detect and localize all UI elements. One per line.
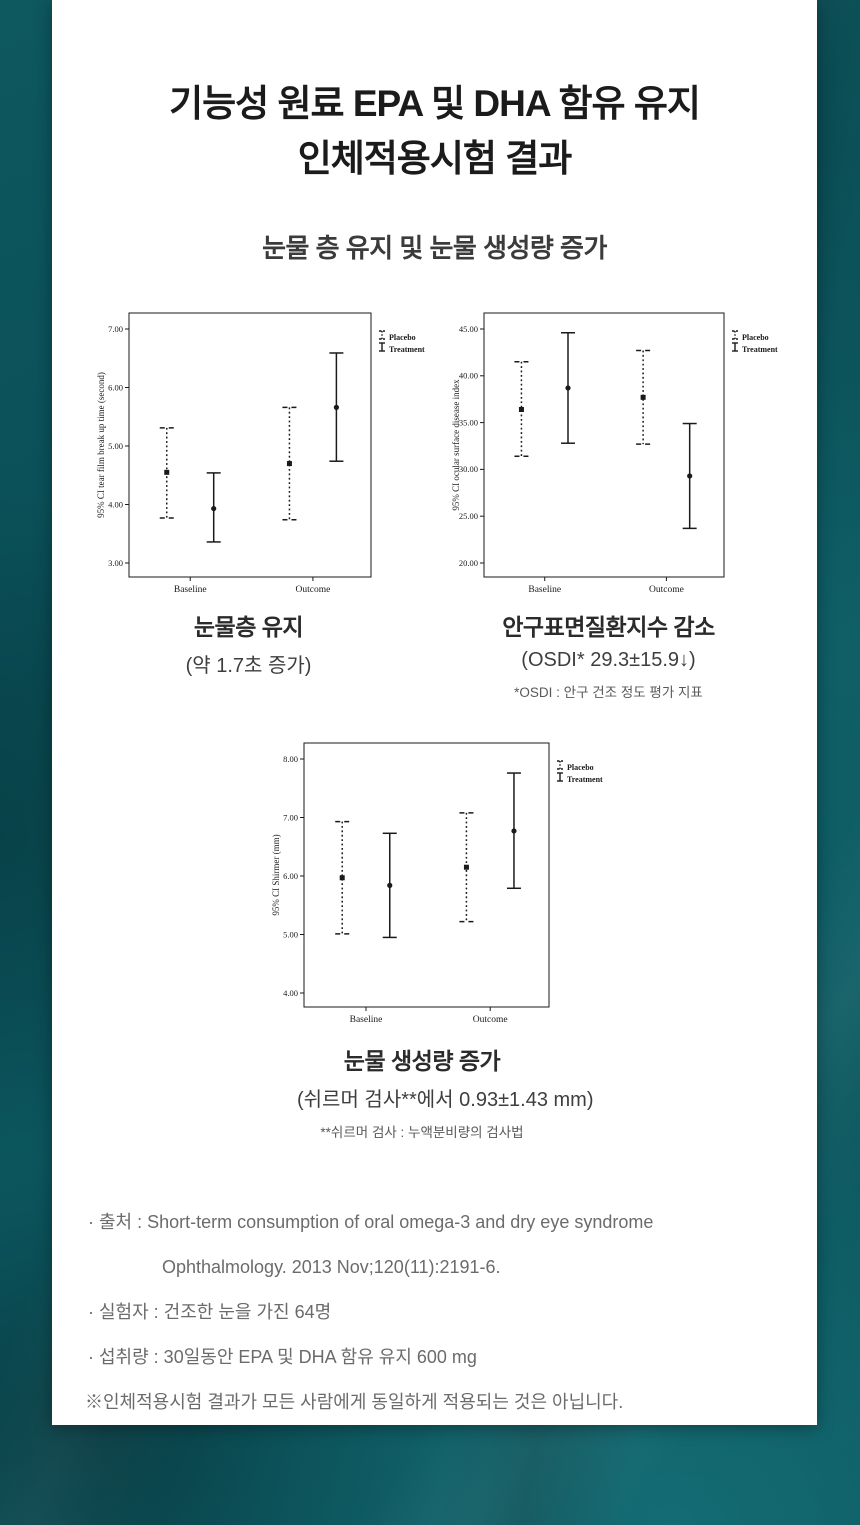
page-title-line-2: 인체적용시험 결과 bbox=[297, 138, 573, 179]
svg-text:95% CI tear film break up time: 95% CI tear film break up time (second) bbox=[96, 372, 106, 518]
note-source-line1: · 출처 : Short-term consumption of oral om… bbox=[88, 1212, 654, 1232]
svg-text:6.00: 6.00 bbox=[283, 871, 298, 881]
svg-text:5.00: 5.00 bbox=[283, 929, 298, 939]
svg-text:45.00: 45.00 bbox=[459, 324, 478, 334]
section-subtitle: 눈물 층 유지 및 눈물 생성량 증가 bbox=[262, 233, 607, 263]
svg-text:Treatment: Treatment bbox=[389, 345, 425, 354]
svg-text:35.00: 35.00 bbox=[459, 417, 478, 427]
svg-text:5.00: 5.00 bbox=[108, 441, 123, 451]
chart3-caption: 눈물 생성량 증가 (쉬르머 검사**에서 0.93±1.43 mm) **쉬르… bbox=[297, 1042, 594, 1141]
chart2-caption-title: 안구표면질환지수 감소 bbox=[502, 614, 715, 640]
content-card: 기능성 원료 EPA 및 DHA 함유 유지 인체적용시험 결과 눈물 층 유지… bbox=[52, 0, 817, 1425]
svg-text:30.00: 30.00 bbox=[459, 464, 478, 474]
chart1-caption-detail: (약 1.7초 증가) bbox=[185, 655, 312, 677]
svg-text:6.00: 6.00 bbox=[108, 382, 123, 392]
chart3-caption-footnote: **쉬르머 검사 : 누액분비량의 검사법 bbox=[320, 1125, 524, 1140]
chart2-caption-footnote: *OSDI : 안구 건조 정도 평가 지표 bbox=[514, 685, 703, 700]
svg-text:Baseline: Baseline bbox=[350, 1015, 383, 1025]
svg-text:7.00: 7.00 bbox=[283, 812, 298, 822]
chart3-caption-title: 눈물 생성량 증가 bbox=[343, 1048, 501, 1074]
svg-text:25.00: 25.00 bbox=[459, 511, 478, 521]
svg-text:95% CI Shirmer (mm): 95% CI Shirmer (mm) bbox=[271, 834, 281, 915]
svg-text:40.00: 40.00 bbox=[459, 371, 478, 381]
svg-text:8.00: 8.00 bbox=[283, 754, 298, 764]
note-disclaimer: ※인체적용시험 결과가 모든 사람에게 동일하게 적용되는 것은 아닙니다. bbox=[85, 1392, 624, 1412]
svg-text:Baseline: Baseline bbox=[174, 585, 207, 595]
svg-text:7.00: 7.00 bbox=[108, 324, 123, 334]
notes-section: · 출처 : Short-term consumption of oral om… bbox=[52, 1200, 817, 1425]
svg-text:Placebo: Placebo bbox=[389, 333, 416, 342]
svg-text:Outcome: Outcome bbox=[296, 585, 331, 595]
page-title: 기능성 원료 EPA 및 DHA 함유 유지 인체적용시험 결과 bbox=[52, 76, 817, 186]
chart1-caption: 눈물층 유지 (약 1.7초 증가) bbox=[127, 608, 370, 678]
chart-schirmer: 4.00 5.00 6.00 7.00 8.00 95% CI Shirmer (mm) B… bbox=[270, 735, 615, 1031]
chart1-caption-title: 눈물층 유지 bbox=[193, 614, 304, 640]
svg-text:Placebo: Placebo bbox=[567, 763, 594, 772]
page-title-line-1: 기능성 원료 EPA 및 DHA 함유 유지 bbox=[169, 83, 701, 124]
chart3-caption-detail: (쉬르머 검사**에서 0.93±1.43 mm) bbox=[297, 1089, 594, 1111]
svg-text:95% CI ocular surface disease: 95% CI ocular surface disease index bbox=[451, 379, 461, 511]
note-dosage: · 섭취량 : 30일동안 EPA 및 DHA 함유 유지 600 mg bbox=[88, 1347, 477, 1367]
chart2-caption: 안구표면질환지수 감소 (OSDI* 29.3±15.9↓) *OSDI : 안… bbox=[487, 608, 730, 701]
svg-text:Treatment: Treatment bbox=[742, 345, 778, 354]
chart-tear-film-breakup: 3.00 4.00 5.00 6.00 7.00 95% CI tear film bre… bbox=[95, 305, 437, 601]
svg-text:4.00: 4.00 bbox=[283, 988, 298, 998]
svg-text:Placebo: Placebo bbox=[742, 333, 769, 342]
svg-text:Baseline: Baseline bbox=[528, 585, 561, 595]
note-source-line2: Ophthalmology. 2013 Nov;120(11):2191-6. bbox=[162, 1257, 501, 1277]
svg-text:3.00: 3.00 bbox=[108, 558, 123, 568]
svg-text:Outcome: Outcome bbox=[473, 1015, 508, 1025]
svg-text:4.00: 4.00 bbox=[108, 499, 123, 509]
note-subjects: · 실험자 : 건조한 눈을 가진 64명 bbox=[88, 1302, 332, 1322]
svg-text:Outcome: Outcome bbox=[649, 585, 684, 595]
chart-osdi: 20.00 25.00 30.00 35.00 40.00 45.00 95% CI ocu… bbox=[450, 305, 790, 601]
chart2-caption-detail: (OSDI* 29.3±15.9↓) bbox=[521, 649, 696, 671]
svg-text:Treatment: Treatment bbox=[567, 775, 603, 784]
svg-text:20.00: 20.00 bbox=[459, 558, 478, 568]
